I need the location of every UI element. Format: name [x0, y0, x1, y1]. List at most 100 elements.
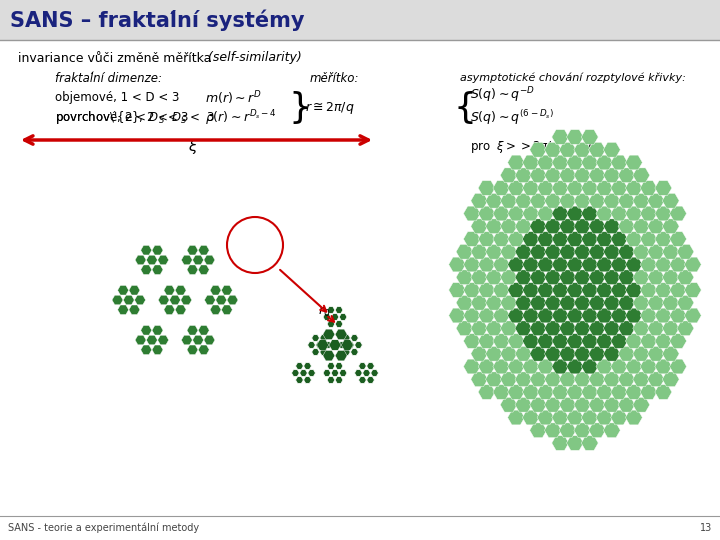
Polygon shape	[530, 346, 546, 361]
Polygon shape	[640, 232, 657, 246]
Polygon shape	[471, 219, 488, 234]
Polygon shape	[366, 377, 374, 383]
Polygon shape	[500, 321, 517, 336]
Polygon shape	[626, 282, 642, 298]
Polygon shape	[552, 232, 569, 246]
Text: SANS – fraktaĺní systémy: SANS – fraktaĺní systémy	[10, 9, 305, 31]
Polygon shape	[530, 193, 546, 208]
Polygon shape	[485, 219, 503, 234]
Polygon shape	[603, 193, 621, 208]
Polygon shape	[304, 377, 311, 383]
Polygon shape	[158, 255, 168, 265]
Polygon shape	[456, 245, 473, 259]
Polygon shape	[537, 384, 554, 400]
Text: (self-similarity): (self-similarity)	[200, 51, 302, 64]
Polygon shape	[596, 384, 613, 400]
Polygon shape	[500, 193, 517, 208]
Polygon shape	[366, 363, 374, 369]
Polygon shape	[471, 245, 488, 259]
Polygon shape	[596, 232, 613, 246]
Polygon shape	[515, 193, 532, 208]
Polygon shape	[647, 372, 665, 387]
Polygon shape	[618, 321, 635, 336]
Polygon shape	[684, 308, 701, 323]
Text: měřítko:: měřítko:	[310, 71, 359, 84]
Polygon shape	[522, 232, 539, 246]
Polygon shape	[567, 206, 583, 221]
Polygon shape	[574, 193, 591, 208]
Polygon shape	[359, 377, 366, 383]
Polygon shape	[478, 384, 495, 400]
Polygon shape	[596, 334, 613, 348]
Polygon shape	[537, 232, 554, 246]
Text: 13: 13	[700, 523, 712, 533]
Polygon shape	[530, 270, 546, 285]
Text: povrchové, 2 < $D_S$ < 3: povrchové, 2 < $D_S$ < 3	[55, 110, 189, 126]
Polygon shape	[140, 326, 152, 335]
Polygon shape	[152, 265, 163, 274]
Polygon shape	[537, 257, 554, 272]
Polygon shape	[493, 359, 510, 374]
Polygon shape	[544, 295, 562, 310]
Polygon shape	[320, 335, 328, 341]
Polygon shape	[522, 181, 539, 195]
Polygon shape	[611, 359, 628, 374]
Polygon shape	[493, 181, 510, 195]
Polygon shape	[611, 257, 628, 272]
Polygon shape	[544, 245, 562, 259]
Text: $r_0$: $r_0$	[318, 305, 330, 319]
Polygon shape	[647, 193, 665, 208]
Polygon shape	[581, 282, 598, 298]
Polygon shape	[471, 295, 488, 310]
Polygon shape	[464, 334, 480, 348]
Polygon shape	[559, 397, 576, 412]
Polygon shape	[515, 295, 532, 310]
Polygon shape	[537, 181, 554, 195]
Polygon shape	[193, 255, 204, 265]
Polygon shape	[662, 321, 679, 336]
Polygon shape	[603, 423, 621, 437]
Polygon shape	[596, 257, 613, 272]
Polygon shape	[588, 193, 606, 208]
Polygon shape	[611, 410, 628, 425]
Polygon shape	[493, 308, 510, 323]
Polygon shape	[152, 345, 163, 355]
Polygon shape	[537, 308, 554, 323]
Polygon shape	[596, 359, 613, 374]
Polygon shape	[210, 286, 221, 295]
Polygon shape	[567, 384, 583, 400]
Polygon shape	[493, 384, 510, 400]
Polygon shape	[559, 143, 576, 157]
Text: invariance vůči změně měřítka: invariance vůči změně měřítka	[18, 51, 212, 64]
Polygon shape	[633, 372, 649, 387]
Polygon shape	[300, 370, 307, 376]
Polygon shape	[478, 359, 495, 374]
Polygon shape	[567, 334, 583, 348]
Polygon shape	[633, 245, 649, 259]
Text: }: }	[288, 91, 311, 125]
Polygon shape	[662, 219, 679, 234]
Polygon shape	[626, 155, 642, 170]
Polygon shape	[500, 295, 517, 310]
Polygon shape	[508, 384, 525, 400]
Polygon shape	[129, 305, 140, 314]
Polygon shape	[544, 143, 562, 157]
Polygon shape	[537, 282, 554, 298]
Polygon shape	[633, 295, 649, 310]
Polygon shape	[522, 359, 539, 374]
Polygon shape	[508, 206, 525, 221]
Polygon shape	[158, 335, 168, 345]
Polygon shape	[449, 308, 466, 323]
Polygon shape	[500, 346, 517, 361]
Polygon shape	[307, 370, 315, 376]
Polygon shape	[684, 282, 701, 298]
Polygon shape	[343, 335, 350, 341]
Polygon shape	[471, 321, 488, 336]
Polygon shape	[567, 282, 583, 298]
Polygon shape	[152, 246, 163, 255]
Polygon shape	[574, 245, 591, 259]
Polygon shape	[522, 206, 539, 221]
Text: {: {	[453, 91, 476, 125]
Polygon shape	[647, 270, 665, 285]
Polygon shape	[449, 257, 466, 272]
